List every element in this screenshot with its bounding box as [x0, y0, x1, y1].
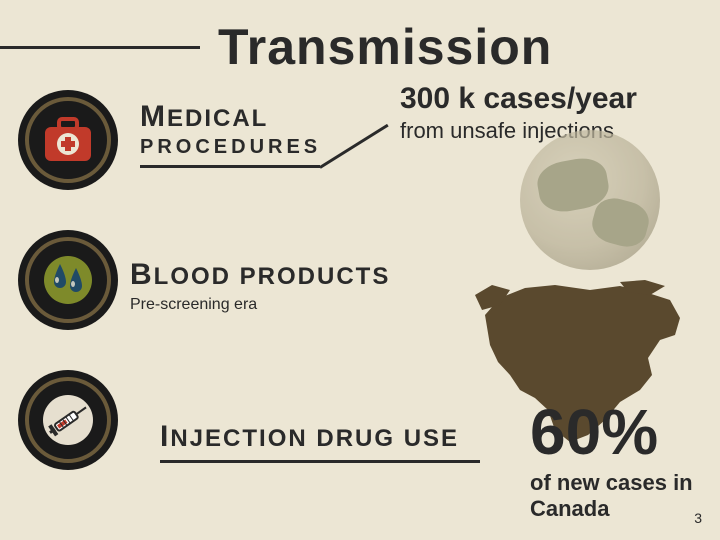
injection-big-sub: of new cases in Canada [530, 470, 710, 522]
blood-label-text: BLOOD PRODUCTS [130, 258, 410, 292]
injection-ring [25, 377, 111, 463]
injection-label: INJECTION DRUG USE [160, 420, 490, 463]
injection-icon-badge [18, 370, 118, 470]
medical-stat-value: 300 k cases/year [400, 82, 637, 116]
medical-label-line2: PROCEDURES [140, 136, 340, 159]
blood-ring [25, 237, 111, 323]
injection-underline [160, 460, 480, 463]
medical-ring [25, 97, 111, 183]
medical-label-line1: MEDICAL [140, 100, 340, 134]
blood-icon-badge [18, 230, 118, 330]
title-row: Transmission [0, 18, 720, 76]
injection-big-stat: 60% [530, 400, 710, 464]
injection-stat: 60% of new cases in Canada [530, 400, 710, 522]
title-rule [0, 46, 200, 49]
slide-number: 3 [694, 510, 702, 526]
injection-label-text: INJECTION DRUG USE [160, 420, 490, 454]
medical-underline [140, 165, 320, 168]
blood-label: BLOOD PRODUCTS Pre-screening era [130, 258, 410, 314]
globe-graphic [520, 130, 660, 270]
blood-sub: Pre-screening era [130, 296, 410, 314]
medical-label: MEDICAL PROCEDURES [140, 100, 340, 168]
page-title: Transmission [218, 18, 552, 76]
medical-icon-badge [18, 90, 118, 190]
